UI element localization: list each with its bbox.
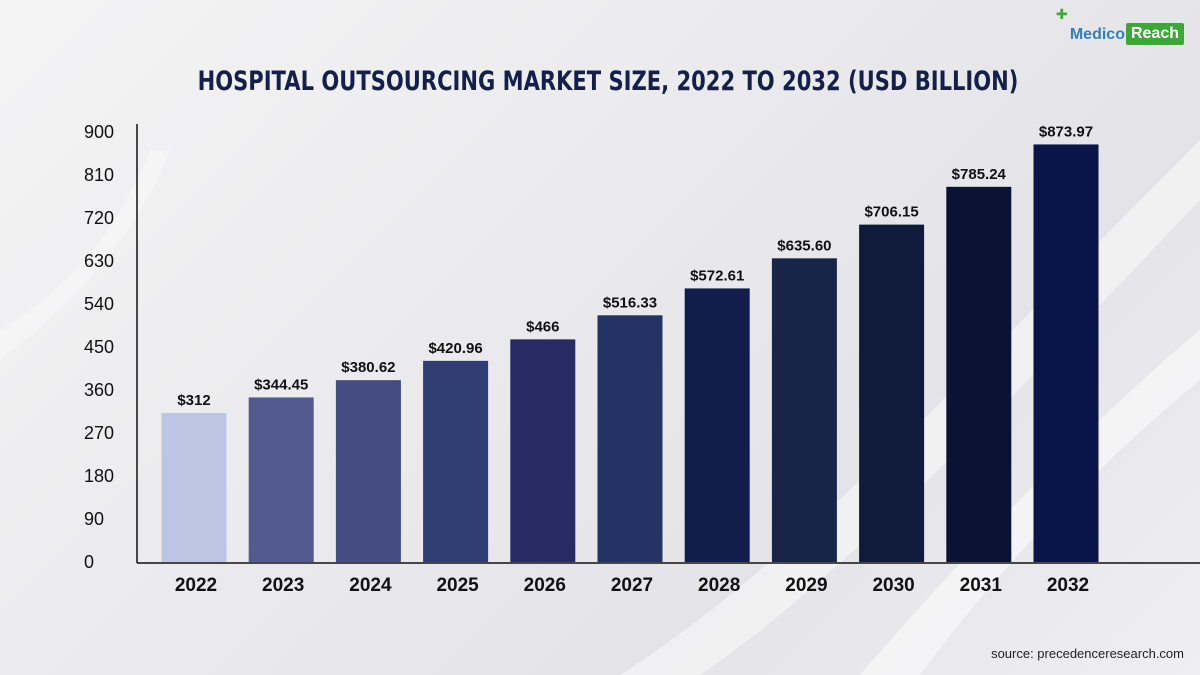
- x-tick-label: 2032: [1047, 575, 1089, 596]
- bar-2022: [161, 412, 227, 562]
- bar-2023: [248, 397, 314, 562]
- y-tick-label: 720: [84, 208, 114, 228]
- y-tick-label: 0: [84, 552, 94, 572]
- y-tick-label: 180: [84, 466, 114, 486]
- bar-2031: [946, 186, 1012, 562]
- logo-text-reach: Reach: [1125, 23, 1184, 45]
- x-tick-label: 2022: [175, 575, 217, 596]
- data-label: $873.97: [1039, 123, 1093, 140]
- logo-text-medico: Medico: [1069, 26, 1125, 43]
- bar-2030: [859, 224, 925, 562]
- x-tick-label: 2024: [349, 575, 392, 596]
- plus-icon: ✚: [1055, 7, 1068, 23]
- y-tick-label: 810: [84, 165, 114, 185]
- bar-2025: [423, 360, 489, 562]
- data-label: $312: [177, 392, 210, 409]
- data-label: $635.60: [777, 237, 831, 254]
- bar-2024: [335, 380, 401, 562]
- bar-2027: [597, 315, 663, 562]
- y-tick-label: 630: [84, 251, 114, 271]
- y-tick-label: 270: [84, 423, 114, 443]
- y-tick-label: 450: [84, 337, 114, 357]
- data-label: $572.61: [690, 267, 744, 284]
- x-tick-label: 2028: [698, 575, 740, 596]
- medicoreach-logo: ✚ Medico Reach: [1056, 8, 1184, 45]
- data-label: $516.33: [603, 294, 657, 311]
- data-label: $785.24: [952, 166, 1007, 183]
- data-label: $466: [526, 318, 559, 335]
- x-tick-label: 2031: [960, 575, 1003, 596]
- bar-2032: [1033, 144, 1099, 562]
- bar-2028: [684, 288, 750, 562]
- y-tick-label: 360: [84, 380, 114, 400]
- y-tick-label: 540: [84, 294, 114, 314]
- bar-2026: [510, 339, 576, 562]
- x-tick-label: 2027: [611, 575, 653, 596]
- y-tick-label: 90: [84, 509, 104, 529]
- x-tick-label: 2025: [436, 575, 479, 596]
- x-tick-label: 2023: [262, 575, 304, 596]
- x-tick-label: 2026: [524, 575, 566, 596]
- x-tick-label: 2030: [872, 575, 914, 596]
- data-label: $706.15: [864, 204, 918, 221]
- y-tick-label: 900: [84, 122, 114, 142]
- x-tick-label: 2029: [785, 575, 827, 596]
- data-label: $420.96: [428, 340, 482, 357]
- data-label: $344.45: [254, 376, 308, 393]
- bar-2029: [771, 258, 837, 562]
- chart-title: HOSPITAL OUTSOURCING MARKET SIZE, 2022 T…: [197, 66, 1019, 97]
- source-note: source: precedenceresearch.com: [991, 646, 1184, 661]
- data-label: $380.62: [341, 359, 395, 376]
